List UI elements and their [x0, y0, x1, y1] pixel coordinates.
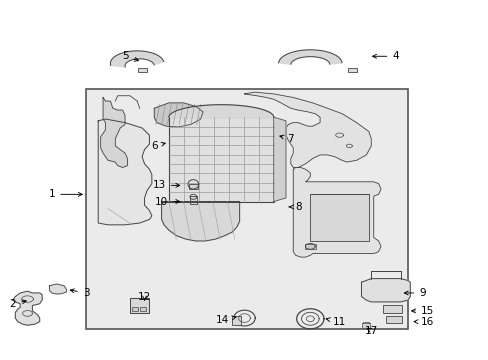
Bar [140, 307, 145, 311]
Bar [132, 307, 138, 311]
Polygon shape [49, 284, 66, 294]
Bar [188, 184, 197, 189]
Bar [232, 316, 241, 325]
Text: 7: 7 [279, 134, 294, 144]
Polygon shape [98, 119, 152, 225]
Text: 17: 17 [364, 325, 377, 336]
Polygon shape [293, 167, 380, 257]
Text: 3: 3 [70, 288, 89, 298]
Polygon shape [168, 105, 273, 117]
Bar [138, 68, 147, 72]
Polygon shape [13, 291, 42, 325]
Bar [310, 194, 368, 241]
Text: 15: 15 [411, 306, 433, 316]
Text: 5: 5 [122, 51, 138, 61]
Bar [347, 68, 356, 72]
Text: 14: 14 [216, 315, 235, 325]
Text: 2: 2 [10, 299, 26, 309]
Bar [385, 316, 401, 323]
Bar [86, 89, 407, 329]
Polygon shape [110, 51, 163, 67]
Polygon shape [273, 117, 285, 202]
Text: 16: 16 [413, 317, 433, 327]
Polygon shape [361, 279, 409, 302]
Text: 9: 9 [404, 288, 425, 298]
Polygon shape [161, 202, 239, 241]
Bar [383, 305, 401, 313]
Bar [361, 323, 369, 328]
Text: 13: 13 [152, 180, 180, 190]
Bar [305, 244, 316, 249]
Text: 1: 1 [48, 189, 82, 199]
Text: 11: 11 [325, 317, 346, 327]
Polygon shape [278, 50, 341, 64]
Text: 8: 8 [288, 202, 301, 212]
Text: 6: 6 [151, 141, 165, 151]
Text: 12: 12 [138, 292, 151, 302]
Polygon shape [244, 92, 370, 167]
Bar [189, 197, 196, 204]
Bar [130, 298, 149, 313]
Bar [168, 117, 273, 202]
Polygon shape [101, 98, 127, 167]
Text: 4: 4 [372, 51, 398, 61]
Text: 10: 10 [155, 197, 180, 207]
Polygon shape [154, 103, 203, 127]
